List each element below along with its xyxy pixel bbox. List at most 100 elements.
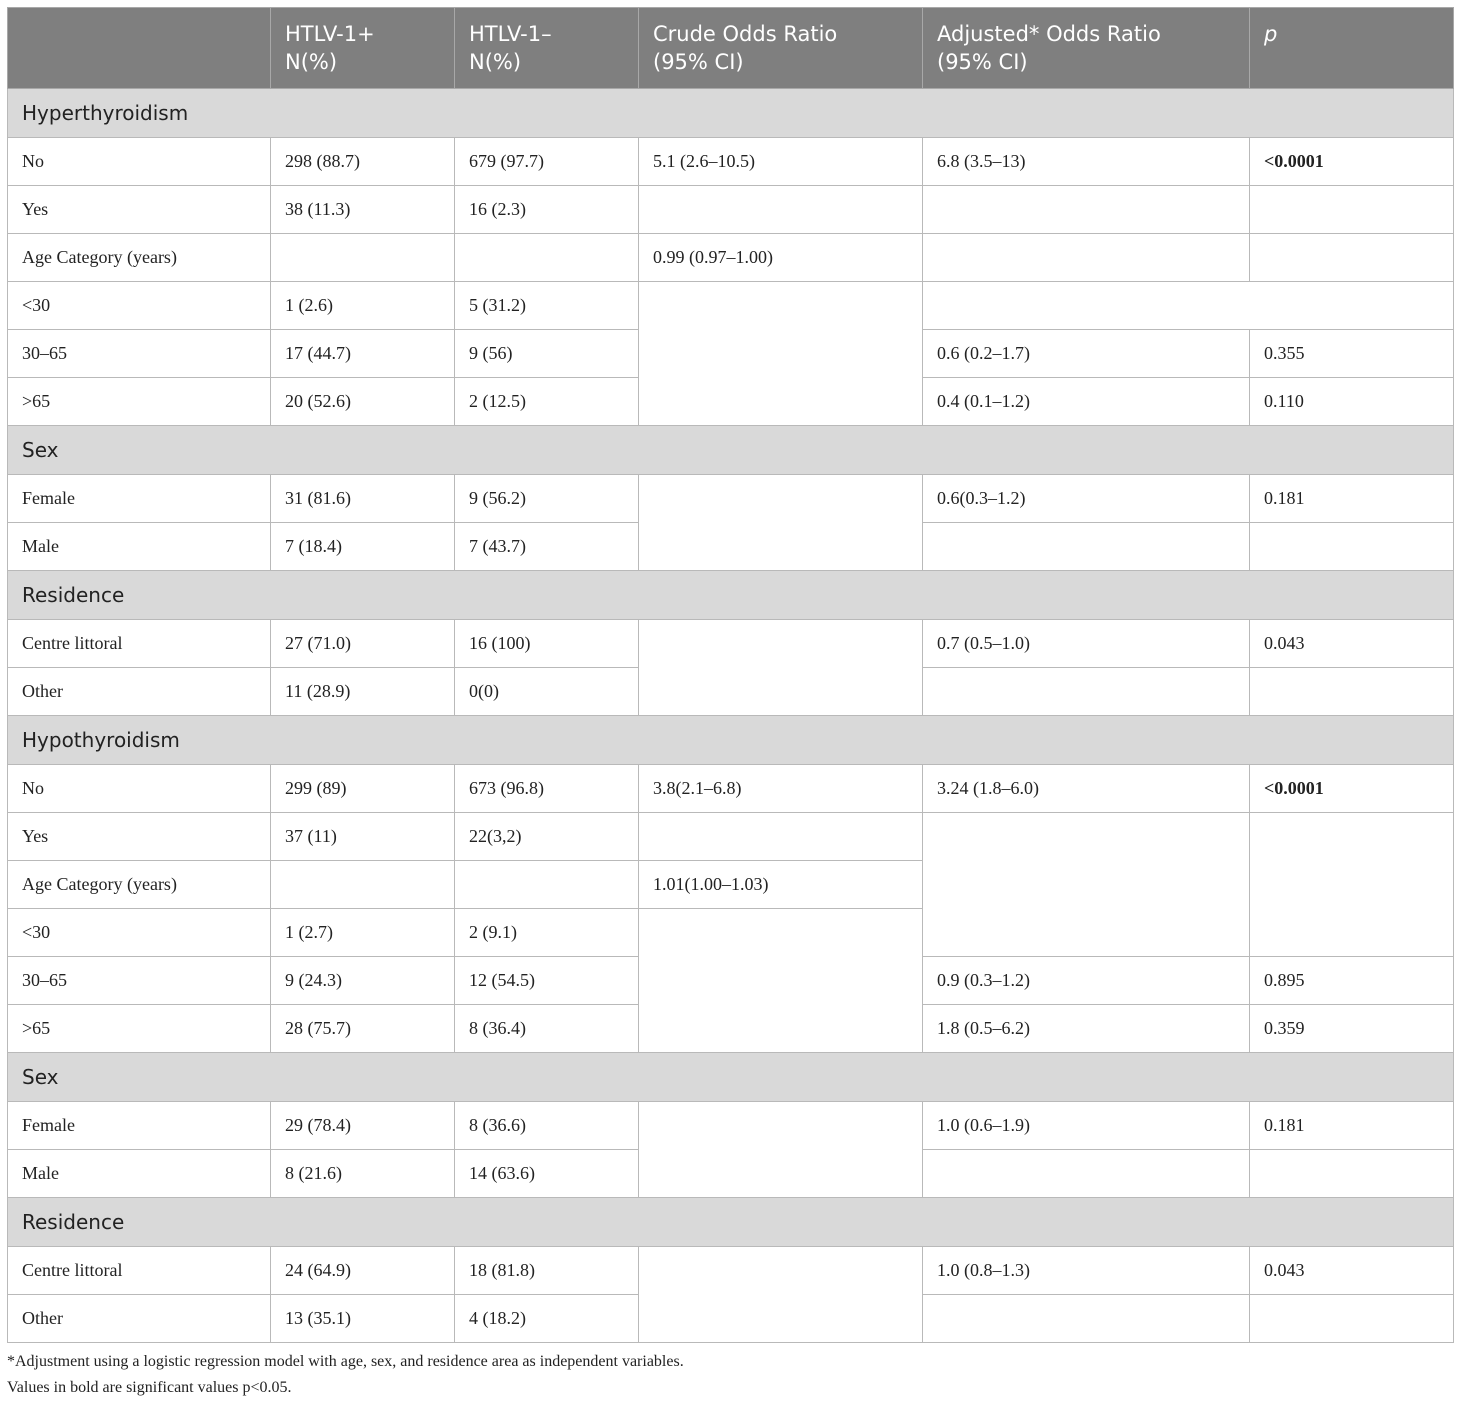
cell-p-value	[1249, 1149, 1454, 1198]
section-title: Sex	[7, 425, 1454, 475]
cell-htlv-negative: 5 (31.2)	[454, 281, 639, 330]
table-row: Male 8 (21.6) 14 (63.6)	[7, 1149, 1454, 1198]
cell-htlv-negative: 16 (100)	[454, 619, 639, 668]
cell-p-value	[1249, 522, 1454, 571]
table-row: 30–65 9 (24.3) 12 (54.5) 0.9 (0.3–1.2) 0…	[7, 956, 1454, 1005]
cell-adjusted-or	[922, 281, 1454, 330]
cell-p-value: 0.043	[1249, 1246, 1454, 1295]
table-row: 30–65 17 (44.7) 9 (56) 0.6 (0.2–1.7) 0.3…	[7, 329, 1454, 378]
cell-adjusted-or: 0.4 (0.1–1.2)	[922, 377, 1250, 426]
cell-crude-or	[638, 908, 923, 1053]
cell-htlv-positive: 9 (24.3)	[270, 956, 455, 1005]
table-row: Female 29 (78.4) 8 (36.6) 1.0 (0.6–1.9) …	[7, 1101, 1454, 1198]
row-label: Age Category (years)	[7, 233, 271, 282]
cell-htlv-negative: 4 (18.2)	[454, 1294, 639, 1343]
cell-htlv-positive: 20 (52.6)	[270, 377, 455, 426]
cell-crude-or	[638, 619, 923, 716]
cell-adjusted-or: 1.0 (0.6–1.9)	[922, 1101, 1250, 1150]
section-title: Hypothyroidism	[7, 715, 1454, 765]
cell-adjusted-or: 0.6 (0.2–1.7)	[922, 329, 1250, 378]
cell-htlv-positive: 17 (44.7)	[270, 329, 455, 378]
row-label: 30–65	[7, 329, 271, 378]
cell-adjusted-or	[922, 667, 1250, 716]
row-label: Other	[7, 1294, 271, 1343]
cell-htlv-positive: 27 (71.0)	[270, 619, 455, 668]
cell-htlv-negative: 8 (36.4)	[454, 1004, 639, 1053]
table-row: Age Category (years) 0.99 (0.97–1.00)	[7, 233, 1454, 282]
row-label: Age Category (years)	[7, 860, 271, 909]
cell-p-value	[1249, 812, 1454, 957]
cell-crude-or: 1.01(1.00–1.03)	[638, 860, 923, 909]
cell-htlv-positive: 11 (28.9)	[270, 667, 455, 716]
row-label: No	[7, 137, 271, 186]
cell-adjusted-or: 0.6(0.3–1.2)	[922, 474, 1250, 523]
section-row: Residence	[7, 570, 1454, 620]
cell-adjusted-or: 1.0 (0.8–1.3)	[922, 1246, 1250, 1295]
section-row: Hypothyroidism	[7, 715, 1454, 765]
cell-crude-or: 5.1 (2.6–10.5)	[638, 137, 923, 186]
table-row: Centre littoral 27 (71.0) 16 (100) 0.7 (…	[7, 619, 1454, 716]
row-label: Male	[7, 522, 271, 571]
header-p-value: p	[1249, 7, 1454, 89]
header-crude-or: Crude Odds Ratio (95% CI)	[638, 7, 923, 89]
row-label: >65	[7, 377, 271, 426]
row-label: Centre littoral	[7, 1246, 271, 1295]
cell-htlv-negative: 2 (12.5)	[454, 377, 639, 426]
cell-htlv-positive: 24 (64.9)	[270, 1246, 455, 1295]
cell-p-value: 0.895	[1249, 956, 1454, 1005]
cell-htlv-positive	[270, 233, 455, 282]
cell-crude-or	[638, 474, 923, 571]
row-label: <30	[7, 908, 271, 957]
cell-p-value	[1249, 1294, 1454, 1343]
cell-crude-or: 0.99 (0.97–1.00)	[638, 233, 923, 282]
cell-htlv-negative: 14 (63.6)	[454, 1149, 639, 1198]
section-row: Sex	[7, 1052, 1454, 1102]
footnote-adjustment: *Adjustment using a logistic regression …	[7, 1353, 684, 1370]
cell-htlv-positive: 299 (89)	[270, 764, 455, 813]
cell-htlv-negative: 7 (43.7)	[454, 522, 639, 571]
row-label: 30–65	[7, 956, 271, 1005]
table-row: Yes 38 (11.3) 16 (2.3)	[7, 185, 1454, 234]
header-variable	[7, 7, 271, 89]
cell-adjusted-or	[922, 1294, 1250, 1343]
cell-crude-or	[638, 185, 923, 234]
cell-htlv-negative: 0(0)	[454, 667, 639, 716]
cell-p-value: 0.355	[1249, 329, 1454, 378]
cell-adjusted-or	[922, 522, 1250, 571]
results-table: HTLV-1+ N(%) HTLV-1– N(%) Crude Odds Ratio…	[7, 7, 1454, 1343]
cell-htlv-positive: 7 (18.4)	[270, 522, 455, 571]
row-label: <30	[7, 281, 271, 330]
table-row: >65 28 (75.7) 8 (36.4) 1.8 (0.5–6.2) 0.3…	[7, 1004, 1454, 1053]
cell-p-value: 0.359	[1249, 1004, 1454, 1053]
cell-p-value: 0.043	[1249, 619, 1454, 668]
cell-adjusted-or: 3.24 (1.8–6.0)	[922, 764, 1250, 813]
cell-htlv-negative	[454, 860, 639, 909]
cell-p-value: 0.181	[1249, 1101, 1454, 1150]
cell-crude-or	[638, 1246, 923, 1343]
cell-p-value: 0.110	[1249, 377, 1454, 426]
row-label: Female	[7, 474, 271, 523]
table-row: Age Category (years) 1.01(1.00–1.03)	[7, 860, 1454, 909]
cell-htlv-positive: 298 (88.7)	[270, 137, 455, 186]
cell-adjusted-or: 6.8 (3.5–13)	[922, 137, 1250, 186]
table-row: Female 31 (81.6) 9 (56.2) 0.6(0.3–1.2) 0…	[7, 474, 1454, 571]
cell-htlv-negative: 9 (56.2)	[454, 474, 639, 523]
section-row: Hyperthyroidism	[7, 88, 1454, 138]
header-adjusted-or: Adjusted* Odds Ratio (95% CI)	[922, 7, 1250, 89]
cell-htlv-positive: 1 (2.6)	[270, 281, 455, 330]
row-label: Male	[7, 1149, 271, 1198]
cell-htlv-positive: 8 (21.6)	[270, 1149, 455, 1198]
cell-crude-or	[638, 1101, 923, 1198]
section-row: Residence	[7, 1197, 1454, 1247]
cell-htlv-negative: 673 (96.8)	[454, 764, 639, 813]
section-row: Sex	[7, 425, 1454, 475]
cell-htlv-positive: 28 (75.7)	[270, 1004, 455, 1053]
row-label: Yes	[7, 185, 271, 234]
header-htlv-negative: HTLV-1– N(%)	[454, 7, 639, 89]
table-row: No 298 (88.7) 679 (97.7) 5.1 (2.6–10.5) …	[7, 137, 1454, 186]
table-row: Centre littoral 24 (64.9) 18 (81.8) 1.0 …	[7, 1246, 1454, 1343]
cell-p-value	[1249, 185, 1454, 234]
cell-p-value	[1249, 667, 1454, 716]
cell-p-value: 0.181	[1249, 474, 1454, 523]
cell-htlv-negative	[454, 233, 639, 282]
